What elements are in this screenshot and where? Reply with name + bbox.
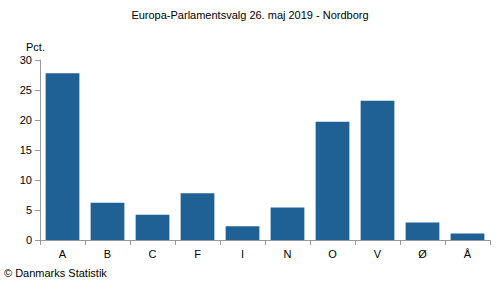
svg-text:C: C (149, 248, 157, 260)
svg-text:30: 30 (20, 54, 32, 66)
svg-text:Europa-Parlamentsvalg 26. maj: Europa-Parlamentsvalg 26. maj 2019 - Nor… (131, 9, 368, 21)
svg-text:A: A (59, 248, 67, 260)
svg-text:0: 0 (26, 234, 32, 246)
svg-text:5: 5 (26, 204, 32, 216)
svg-text:F: F (194, 248, 201, 260)
svg-text:© Danmarks Statistik: © Danmarks Statistik (4, 267, 107, 279)
svg-text:Å: Å (464, 248, 472, 260)
svg-text:10: 10 (20, 174, 32, 186)
svg-text:Ø: Ø (418, 248, 427, 260)
svg-text:15: 15 (20, 144, 32, 156)
svg-text:I: I (241, 248, 244, 260)
svg-text:25: 25 (20, 84, 32, 96)
svg-text:B: B (104, 248, 111, 260)
svg-text:20: 20 (20, 114, 32, 126)
svg-text:Pct.: Pct. (26, 41, 45, 53)
svg-text:V: V (374, 248, 382, 260)
svg-text:N: N (284, 248, 292, 260)
svg-text:O: O (328, 248, 337, 260)
